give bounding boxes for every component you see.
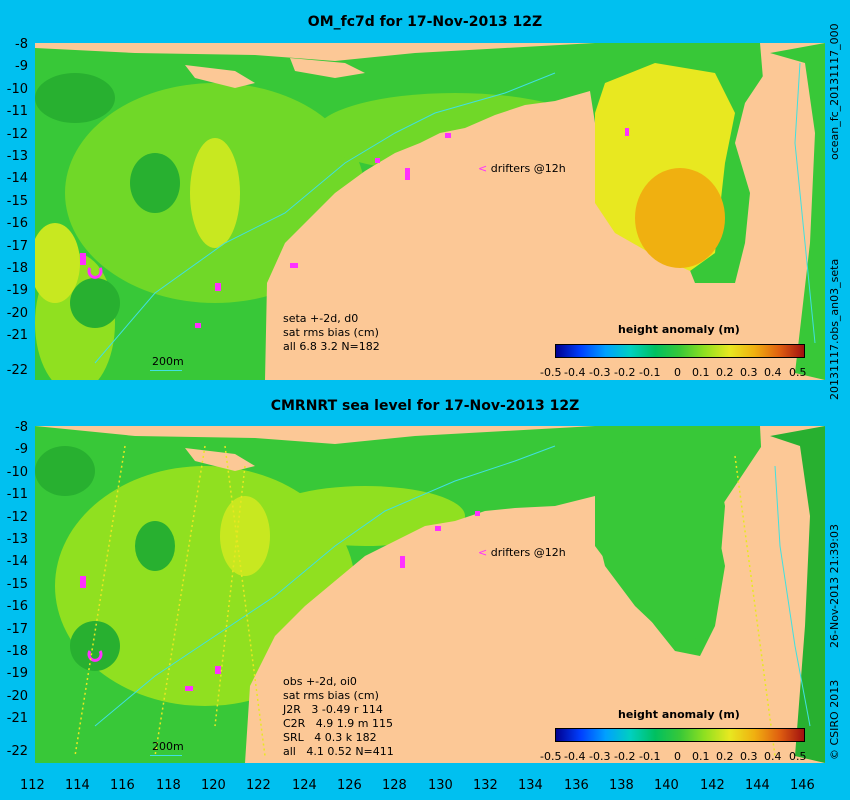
scale-label: 200m bbox=[152, 740, 184, 753]
bottom-left-sidelabel: © CSIRO 2013 bbox=[828, 679, 841, 760]
bottom-panel-title: CMRNRT sea level for 17-Nov-2013 12Z bbox=[270, 398, 580, 414]
anomaly-yellow bbox=[35, 223, 80, 303]
scale-label: 200m bbox=[152, 355, 184, 368]
colorbar bbox=[555, 344, 805, 358]
anomaly-dark bbox=[70, 621, 120, 671]
land-mainland bbox=[265, 43, 825, 380]
colorbar-label: height anomaly (m) bbox=[618, 708, 740, 721]
bottom-y-axis: -8 -9 -10 -11 -12 -13 -14 -15 -16 -17 -1… bbox=[6, 420, 28, 759]
gulf-anomaly-core bbox=[635, 168, 725, 268]
colorbar-label: height anomaly (m) bbox=[618, 323, 740, 336]
anomaly-yellow bbox=[220, 496, 270, 576]
top-right-sidelabel: ocean_fc_20131117_000 bbox=[828, 23, 841, 160]
contour-200m bbox=[94, 445, 556, 727]
anomaly-yellow bbox=[190, 138, 240, 248]
scale-line bbox=[150, 755, 182, 756]
bottom-right-sidelabel: 26-Nov-2013 21:39:03 bbox=[828, 523, 841, 648]
anomaly-dark bbox=[70, 278, 120, 328]
scale-line bbox=[150, 370, 182, 371]
x-axis: 112 114 116 118 120 122 124 126 128 130 … bbox=[20, 778, 815, 793]
anomaly-dark bbox=[35, 446, 95, 496]
bottom-stats-note: obs +-2d, oi0 sat rms bias (cm) J2R 3 -0… bbox=[283, 675, 394, 758]
contour-200m bbox=[774, 465, 811, 727]
land-timor bbox=[35, 426, 595, 444]
land-cape bbox=[770, 43, 825, 380]
top-map bbox=[35, 43, 825, 380]
land-island bbox=[185, 65, 255, 88]
contour-200m bbox=[794, 62, 816, 344]
top-panel-title: OM_fc7d for 17-Nov-2013 12Z bbox=[307, 14, 543, 30]
bottom-map bbox=[35, 426, 825, 763]
top-stats-note: seta +-2d, d0 sat rms bias (cm) all 6.8 … bbox=[283, 312, 380, 353]
top-colorbar-ticks: -0.5 -0.4 -0.3 -0.2 -0.1 0 0.1 0.2 0.3 0… bbox=[540, 366, 807, 379]
drifter-marks bbox=[80, 511, 480, 691]
top-left-sidelabel: 20131117.obs_an03_seta bbox=[828, 258, 841, 400]
gulf-field bbox=[595, 446, 725, 644]
drifters-label: < drifters @12h bbox=[478, 546, 566, 559]
land-island bbox=[185, 448, 255, 471]
anomaly-dark bbox=[135, 521, 175, 571]
contour-200m bbox=[94, 72, 556, 364]
drifter-marks bbox=[80, 128, 629, 328]
land-island bbox=[290, 58, 365, 78]
top-y-axis: -8 -9 -10 -11 -12 -13 -14 -15 -16 -17 -1… bbox=[6, 37, 28, 378]
colorbar bbox=[555, 728, 805, 742]
bottom-colorbar-ticks: -0.5 -0.4 -0.3 -0.2 -0.1 0 0.1 0.2 0.3 0… bbox=[540, 750, 807, 763]
land-mainland bbox=[245, 426, 825, 763]
land-timor bbox=[35, 43, 595, 61]
land-cape bbox=[770, 426, 825, 763]
anomaly-dark bbox=[130, 153, 180, 213]
altimeter-tracks bbox=[74, 445, 776, 757]
drifters-label: < drifters @12h bbox=[478, 162, 566, 175]
anomaly-dark bbox=[35, 73, 115, 123]
